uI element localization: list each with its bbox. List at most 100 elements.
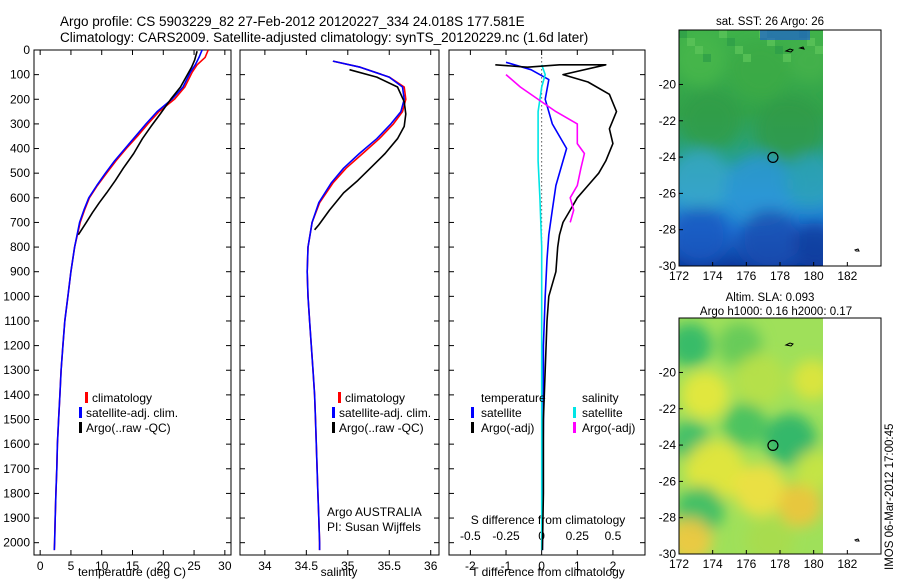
s-diff-tick-label: 0.5: [605, 529, 622, 543]
sla-heatmap: [679, 318, 823, 554]
depth-tick-label: 1400: [3, 388, 30, 402]
legend-label-argo: Argo(..raw -QC): [339, 421, 424, 435]
sla-texture: [681, 371, 729, 419]
depth-tick-label: 1600: [3, 437, 30, 451]
sla-texture: [792, 360, 823, 400]
sst-cell: [815, 46, 823, 54]
legend-swatch-satellite: [79, 407, 82, 418]
lon-tick-label: 172: [669, 269, 689, 283]
legend-label-argo: Argo(..raw -QC): [86, 421, 171, 435]
legend-label-s-argo: Argo(-adj): [582, 421, 635, 435]
x-tick-label: 34.5: [295, 559, 319, 573]
lat-tick-label: -24: [659, 150, 677, 164]
depth-tick-label: 800: [10, 240, 30, 254]
depth-tick-label: 1800: [3, 486, 30, 500]
lon-tick-label: 174: [703, 269, 723, 283]
temperature-panel: 0100200300400500600700800900100011001200…: [3, 43, 232, 579]
legend-title-salinity: salinity: [582, 391, 619, 405]
sst-texture: [679, 34, 726, 86]
difference-axes-box: [448, 49, 646, 556]
sst-heatmap: [679, 30, 823, 266]
depth-tick-label: 400: [10, 142, 30, 156]
sla-map-title-1: Altim. SLA: 0.093: [726, 292, 815, 304]
header-line-1: Argo profile: CS 5903229_82 27-Feb-2012 …: [60, 14, 525, 29]
lat-tick-label: -30: [659, 547, 677, 561]
sst-map-title: sat. SST: 26 Argo: 26: [716, 16, 824, 28]
sla-texture: [679, 518, 712, 554]
series-line-s-satellite: [537, 64, 547, 551]
depth-tick-label: 200: [10, 92, 30, 106]
sst-texture: [680, 90, 740, 150]
difference-x-axis: -2 -1 0 1 2: [449, 49, 645, 573]
salinity-axes-box: [239, 49, 440, 556]
legend-label-climatology: climatology: [92, 391, 152, 405]
sst-texture: [784, 154, 823, 206]
depth-tick-label: 1200: [3, 339, 30, 353]
sst-cell: [735, 46, 743, 54]
legend-label-t-argo: Argo(-adj): [481, 421, 534, 435]
lon-tick-label: 182: [837, 269, 857, 283]
legend-swatch-argo: [79, 422, 82, 433]
sst-texture: [679, 150, 730, 210]
lat-tick-label: -20: [659, 365, 677, 379]
sla-texture: [734, 464, 786, 516]
sst-cell: [719, 30, 727, 38]
lat-tick-label: -26: [659, 474, 677, 488]
difference-legend: temperature satellite Argo(-adj) salinit…: [471, 391, 635, 435]
x-tick-label: 25: [187, 559, 201, 573]
lat-tick-label: -28: [659, 223, 677, 237]
lat-tick-label: -22: [659, 402, 677, 416]
x-tick-label: -2: [465, 559, 476, 573]
depth-tick-label: 2000: [3, 536, 30, 550]
sst-cell: [703, 54, 711, 62]
depth-axis: 0 100 200 300 400 500 600 700 800 900 1000 1100 1200…: [3, 43, 30, 550]
s-diff-tick-label: -0.5: [460, 529, 481, 543]
s-diff-tick-label: 0.25: [566, 529, 590, 543]
sst-cell: [727, 38, 735, 46]
salinity-x-axis: 34 34.5 35 35.5 36: [240, 49, 439, 573]
lon-tick-label: 178: [770, 269, 790, 283]
salinity-series: [306, 60, 407, 551]
sla-texture: [746, 516, 794, 554]
legend-swatch-t-argo: [471, 422, 474, 433]
x-tick-label: 0: [37, 559, 44, 573]
lat-tick-label: -22: [659, 114, 677, 128]
depth-tick-label: 300: [10, 117, 30, 131]
sla-map-title-2: Argo h1000: 0.16 h2000: 0.17: [700, 306, 852, 318]
legend-swatch-s-argo: [573, 422, 576, 433]
sst-texture: [793, 223, 823, 266]
island-outlines: [784, 46, 860, 252]
legend-label-satellite: satellite-adj. clim.: [339, 406, 431, 420]
legend-swatch-s-satellite: [573, 407, 576, 418]
sst-texture: [679, 207, 728, 263]
sst-map-nodata: [823, 30, 881, 266]
sst-cell: [775, 46, 783, 54]
lon-tick-label: 180: [804, 269, 824, 283]
series-line-t-argo-adj-: [495, 64, 618, 551]
s-diff-tick-label: -0.25: [492, 529, 520, 543]
series-line-s-argo-adj-: [505, 73, 586, 223]
sst-cell: [679, 30, 687, 38]
x-tick-label: 0: [538, 559, 545, 573]
lat-tick-label: -20: [659, 77, 677, 91]
lon-tick-label: 182: [837, 557, 857, 571]
lat-tick-label: -26: [659, 186, 677, 200]
sla-texture: [723, 403, 767, 447]
legend-label-s-satellite: satellite: [582, 406, 623, 420]
lat-tick-label: -30: [659, 259, 677, 273]
legend-swatch-climatology: [85, 392, 88, 403]
series-line-argo-raw-qc-: [77, 50, 198, 236]
lon-tick-label: 178: [770, 557, 790, 571]
x-tick-label: 15: [126, 559, 140, 573]
depth-tick-label: 0: [23, 43, 30, 57]
x-tick-label: 10: [95, 559, 109, 573]
sst-cell: [783, 54, 791, 62]
island-outlines: [784, 342, 860, 542]
depth-tick-label: 1500: [3, 413, 30, 427]
argo-program-label: Argo AUSTRALIA: [327, 505, 422, 519]
sla-map-nodata: [823, 318, 881, 554]
lon-tick-label: 174: [703, 557, 723, 571]
sla-map-panel: Altim. SLA: 0.093 Argo h1000: 0.16 h2000…: [659, 292, 882, 571]
x-tick-label: 35: [341, 559, 355, 573]
